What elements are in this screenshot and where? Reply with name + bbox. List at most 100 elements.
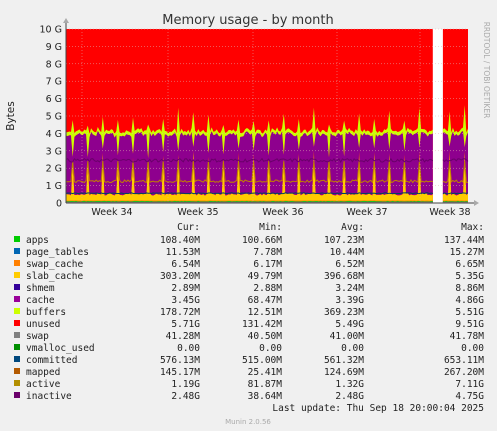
- area-cache: [66, 130, 433, 196]
- legend-value-cur: 5.71G: [171, 319, 200, 330]
- legend-series-name: mapped: [26, 367, 60, 378]
- legend-value-max: 5.51G: [455, 307, 484, 318]
- x-tick-label: Week 35: [177, 207, 218, 218]
- x-axis-arrow: [474, 200, 479, 206]
- legend-value-avg: 3.24M: [335, 283, 364, 294]
- legend-series-name: cache: [26, 295, 55, 306]
- y-tick-label: 7 G: [46, 77, 62, 88]
- legend-value-avg: 1.32G: [335, 379, 364, 390]
- rrdtool-credit: RRDTOOL / TOBI OETIKER: [482, 22, 491, 119]
- legend-value-min: 49.79M: [248, 271, 283, 282]
- legend-value-min: 68.47M: [248, 295, 283, 306]
- legend-value-max: 8.86M: [455, 283, 484, 294]
- y-tick-label: 10 G: [40, 25, 62, 36]
- axes: 0 1 G 2 G 3 G 4 G 5 G 6 G 7 G 8 G 9 G 10 G Week 34 W…: [40, 18, 479, 218]
- legend-value-avg: 124.69M: [324, 367, 364, 378]
- line-active: [65, 161, 433, 184]
- legend-value-max: 267.20M: [444, 367, 484, 378]
- area-page-tables-swap-cache-shmem: [66, 200, 433, 202]
- munin-version: Munin 2.0.56: [225, 418, 271, 426]
- legend-series-name: swap_cache: [26, 259, 83, 270]
- legend-value-max: 137.44M: [444, 235, 484, 246]
- legend-value-max: 41.78M: [450, 331, 485, 342]
- legend-swatch: [14, 296, 20, 302]
- y-tick-label: 1 G: [46, 181, 62, 192]
- legend-value-cur: 108.40M: [160, 235, 200, 246]
- line-inactive: [442, 158, 469, 163]
- legend-value-avg: 41.00M: [330, 331, 365, 342]
- legend-value-min: 38.64M: [248, 391, 283, 402]
- area-buffers: [442, 105, 468, 148]
- legend-value-cur: 0.00: [177, 343, 200, 354]
- legend-value-avg: 107.23M: [324, 235, 364, 246]
- legend-series-name: apps: [26, 235, 49, 246]
- legend-value-max: 5.35G: [455, 271, 484, 282]
- legend-value-cur: 6.54M: [171, 259, 200, 270]
- y-axis-arrow: [63, 18, 69, 23]
- legend-value-cur: 11.53M: [166, 247, 201, 258]
- legend-value-max: 653.11M: [444, 355, 484, 366]
- legend-value-avg: 0.00: [341, 343, 364, 354]
- legend-value-min: 6.17M: [253, 259, 282, 270]
- legend-series-name: buffers: [26, 307, 66, 318]
- legend-value-min: 12.51M: [248, 307, 283, 318]
- legend-swatch: [14, 344, 20, 350]
- legend-swatch: [14, 284, 20, 290]
- legend-value-max: 15.27M: [450, 247, 485, 258]
- legend-series-name: active: [26, 379, 61, 390]
- line-active: [442, 161, 469, 184]
- legend-value-cur: 1.19G: [171, 379, 200, 390]
- legend-swatch: [14, 332, 20, 338]
- legend-series-name: unused: [26, 319, 60, 330]
- legend-value-min: 131.42M: [242, 319, 282, 330]
- legend-column-header: Max:: [461, 222, 484, 233]
- legend-value-max: 4.75G: [455, 391, 484, 402]
- legend-value-avg: 10.44M: [330, 247, 365, 258]
- y-tick-label: 6 G: [46, 94, 62, 105]
- legend-series-name: committed: [26, 355, 77, 366]
- legend-column-header: Min:: [259, 222, 282, 233]
- legend-value-max: 4.86G: [455, 295, 484, 306]
- y-tick-label: 9 G: [46, 42, 62, 53]
- legend-value-avg: 3.39G: [335, 295, 364, 306]
- legend-swatch: [14, 356, 20, 362]
- legend-value-cur: 145.17M: [160, 367, 200, 378]
- legend-value-cur: 2.89M: [171, 283, 200, 294]
- y-axis-label: Bytes: [5, 101, 17, 130]
- legend-value-min: 2.88M: [253, 283, 282, 294]
- x-tick-label: Week 38: [429, 207, 470, 218]
- legend-series-name: swap: [26, 331, 49, 342]
- legend-value-cur: 178.72M: [160, 307, 200, 318]
- legend-value-min: 515.00M: [242, 355, 282, 366]
- area-cache: [442, 131, 468, 196]
- legend-series-name: page_tables: [26, 247, 89, 258]
- legend-series-name: inactive: [26, 391, 72, 402]
- legend-value-cur: 41.28M: [166, 331, 201, 342]
- legend-swatch: [14, 320, 20, 326]
- legend-swatch: [14, 392, 20, 398]
- legend-column-header: Avg:: [341, 222, 364, 233]
- legend-column-header: Cur:: [177, 222, 200, 233]
- legend-swatch: [14, 368, 20, 374]
- y-tick-label: 2 G: [46, 164, 62, 175]
- legend-swatch: [14, 260, 20, 266]
- legend-value-min: 100.66M: [242, 235, 282, 246]
- legend-value-cur: 3.45G: [171, 295, 200, 306]
- legend-value-max: 6.65M: [455, 259, 484, 270]
- x-tick-label: Week 37: [346, 207, 387, 218]
- legend-value-avg: 6.52M: [335, 259, 364, 270]
- legend-value-max: 0.00: [461, 343, 484, 354]
- legend-value-min: 40.50M: [248, 331, 283, 342]
- line-committed: [442, 192, 469, 195]
- legend-value-avg: 396.68M: [324, 271, 364, 282]
- legend-value-avg: 2.48G: [335, 391, 364, 402]
- last-update: Last update: Thu Sep 18 20:00:04 2025: [272, 403, 484, 414]
- legend-swatch: [14, 248, 20, 254]
- y-tick-label: 3 G: [46, 146, 62, 157]
- legend-series-name: slab_cache: [26, 271, 83, 282]
- legend-value-avg: 369.23M: [324, 307, 364, 318]
- legend-value-cur: 576.13M: [160, 355, 200, 366]
- y-tick-label: 4 G: [46, 129, 62, 140]
- y-tick-label: 0: [56, 199, 62, 210]
